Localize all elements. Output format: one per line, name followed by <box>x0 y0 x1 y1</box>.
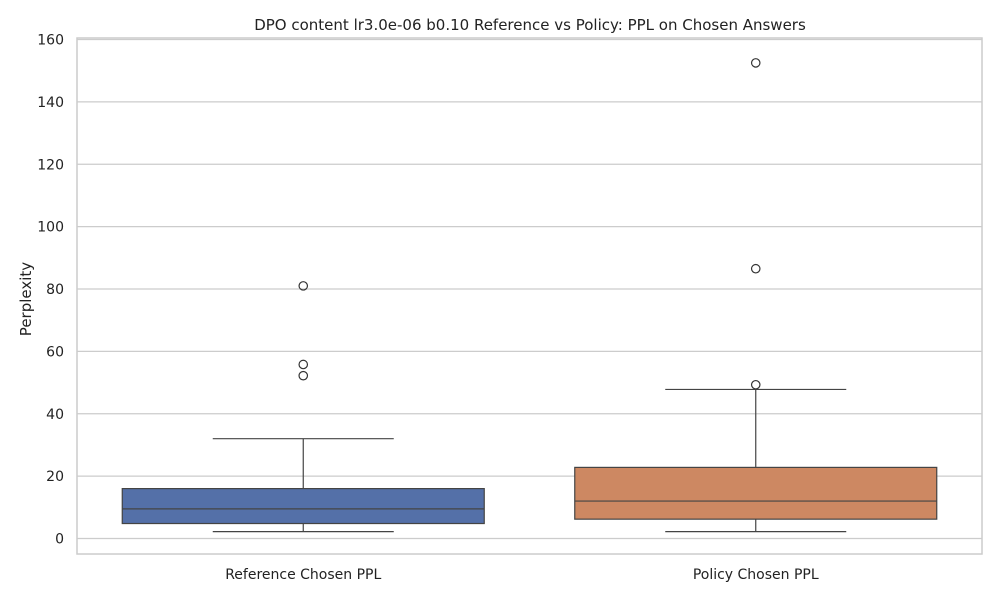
y-tick-label: 160 <box>37 33 64 49</box>
box-series <box>121 58 938 533</box>
y-tick-label: 140 <box>37 95 64 111</box>
outlier-point <box>750 379 761 390</box>
box-group <box>574 58 938 533</box>
y-tick-label: 120 <box>37 157 64 173</box>
y-tick-label: 0 <box>55 532 64 548</box>
y-tick-label: 80 <box>46 282 64 298</box>
y-tick-label: 40 <box>46 407 64 423</box>
plot-frame <box>76 37 983 555</box>
outlier-point <box>750 58 761 68</box>
y-gridlines <box>77 38 982 540</box>
x-tick-label: Reference Chosen PPL <box>225 567 381 583</box>
chart-title: DPO content lr3.0e-06 b0.10 Reference vs… <box>254 16 806 34</box>
y-tick-label: 60 <box>46 344 64 360</box>
outlier-point <box>750 263 761 274</box>
y-tick-label: 20 <box>46 469 64 485</box>
y-tick-labels: 0 20 40 60 80 100 120 140 160 <box>37 33 64 548</box>
box-group <box>121 281 485 533</box>
y-axis-label: Perplexity <box>17 262 35 336</box>
x-tick-label: Policy Chosen PPL <box>693 567 819 583</box>
outlier-point <box>298 370 309 381</box>
outlier-point <box>298 359 309 370</box>
iqr-box <box>121 488 485 525</box>
y-tick-label: 100 <box>37 220 64 236</box>
outlier-point <box>298 281 309 291</box>
iqr-box <box>574 466 938 520</box>
x-tick-labels: Reference Chosen PPL Policy Chosen PPL <box>225 567 819 583</box>
